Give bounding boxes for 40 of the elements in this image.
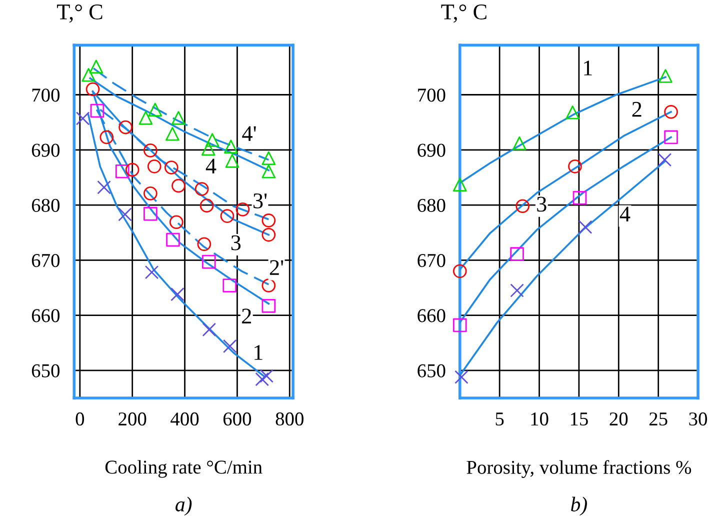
annotation: 4: [620, 206, 630, 222]
y-tick-label: 660: [32, 309, 60, 322]
x-tick-label: 400: [170, 412, 199, 426]
annotation: 3: [231, 235, 241, 250]
x-tick-label: 20: [610, 412, 628, 426]
x-axis-title: Cooling rate °C/min: [105, 460, 262, 478]
x-tick-label: 5: [496, 412, 504, 426]
text: a): [176, 496, 192, 516]
x-tick-label: 600: [223, 412, 252, 426]
x-tick-label: 0: [76, 412, 84, 426]
x-tick-label: 15: [570, 412, 588, 426]
annotation: 2': [270, 260, 284, 275]
annotation: 2: [632, 102, 642, 117]
x-tick-label: 800: [276, 412, 304, 426]
y-tick-label: 690: [418, 144, 446, 157]
y-axis-title: T,° C: [441, 4, 486, 23]
annotation: 2: [242, 308, 251, 324]
x-axis-title: Porosity, volume fractions %: [466, 460, 692, 478]
y-tick-label: 650: [32, 364, 60, 378]
annotation: 1: [584, 60, 592, 76]
annotation: 4: [206, 158, 216, 174]
annotation: 1: [254, 345, 262, 360]
y-tick-label: 700: [418, 88, 446, 102]
annotation: 3': [254, 193, 267, 208]
y-tick-label: 650: [418, 364, 446, 378]
y-axis-title: T,° C: [57, 4, 102, 23]
y-tick-label: 690: [32, 144, 60, 157]
text: b): [571, 496, 587, 516]
y-tick-label: 670: [32, 254, 60, 268]
annotation: 4': [242, 126, 256, 141]
x-tick-label: 30: [689, 412, 708, 426]
y-tick-label: 670: [418, 254, 446, 268]
y-tick-label: 660: [418, 309, 446, 322]
y-tick-label: 680: [418, 198, 446, 212]
annotation: 3: [537, 196, 546, 212]
x-tick-label: 10: [531, 412, 548, 426]
x-tick-label: 200: [118, 412, 146, 426]
y-tick-label: 680: [32, 198, 60, 212]
y-tick-label: 700: [32, 88, 60, 102]
x-tick-label: 25: [649, 412, 668, 426]
